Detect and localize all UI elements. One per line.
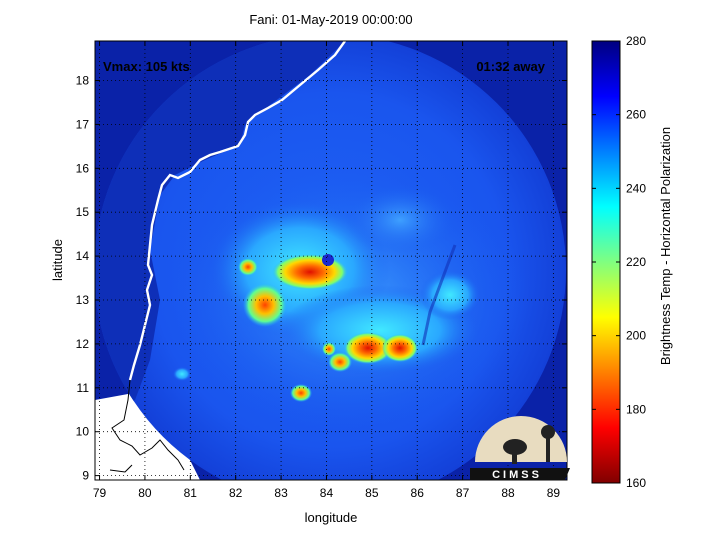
y-tick-label: 15: [76, 205, 90, 219]
logo-text: CIMSS: [492, 469, 542, 481]
x-tick-label: 87: [456, 486, 470, 500]
colorbar-tick-label: 240: [626, 181, 646, 195]
y-tick-label: 13: [76, 293, 90, 307]
colorbar-tick-label: 160: [626, 476, 646, 490]
southeast-band-feature: [344, 332, 392, 364]
x-tick-label: 83: [274, 486, 288, 500]
south-isolated-cell: [290, 384, 312, 402]
x-tick-label: 81: [184, 486, 198, 500]
grid-lines: [95, 41, 567, 480]
southeast-band-feature-2: [382, 334, 418, 362]
north-band: [345, 185, 455, 255]
x-tick-label: 88: [501, 486, 515, 500]
x-tick-label: 82: [229, 486, 243, 500]
axis-ticks: 79 80 81 82 83 84 85 86 87 88 89 9 10 11 12 13 14 15 16 17 1…: [76, 41, 567, 500]
x-tick-label: 86: [411, 486, 425, 500]
logo-dish: [503, 439, 527, 455]
time-away-label: 01:32 away: [476, 59, 545, 74]
y-tick-label: 16: [76, 161, 90, 175]
y-tick-label: 14: [76, 249, 90, 263]
west-cell-feature: [238, 258, 258, 276]
colorbar-tick-label: 220: [626, 255, 646, 269]
x-tick-label: 85: [365, 486, 379, 500]
x-axis-label: longitude: [305, 510, 358, 525]
figure-title: Fani: 01-May-2019 00:00:00: [249, 12, 412, 27]
coastline-outside: [111, 379, 185, 471]
east-cyan: [420, 270, 480, 320]
y-tick-label: 11: [77, 381, 90, 395]
y-tick-label: 17: [76, 117, 90, 131]
y-tick-label: 9: [82, 469, 89, 483]
eyewall-feature: [272, 254, 348, 290]
colorbar-tick-label: 180: [626, 402, 646, 416]
west-band-feature: [243, 283, 287, 327]
colorbar-tick-label: 260: [626, 108, 646, 122]
y-tick-label: 10: [76, 425, 90, 439]
y-tick-label: 18: [76, 74, 90, 88]
x-tick-label: 84: [320, 486, 334, 500]
logo-banner: [470, 468, 570, 480]
axes-frame: [94, 40, 568, 481]
x-tick-label: 89: [547, 486, 561, 500]
swath-seam: [421, 244, 457, 346]
small-cell-feature: [322, 342, 336, 356]
y-axis-label: latitude: [50, 239, 65, 281]
south-cell-feature: [328, 352, 352, 372]
coastline: [128, 41, 346, 381]
land-inside-swath: [95, 41, 345, 420]
logo-water-tower: [541, 425, 555, 439]
swath-features: [95, 41, 530, 430]
eye: [322, 254, 334, 266]
x-tick-label: 80: [138, 486, 152, 500]
map-plot-area: [95, 41, 567, 480]
colorbar-tick-label: 280: [626, 34, 646, 48]
vmax-label: Vmax: 105 kts: [103, 59, 190, 74]
colorbar-ticks: 160 180 200 220 240 260 280: [592, 34, 646, 490]
colorbar-label: Brightness Temp - Horizontal Polarizatio…: [658, 127, 673, 365]
x-tick-label: 79: [93, 486, 107, 500]
island-outline: [109, 464, 133, 473]
colorbar: [591, 40, 621, 484]
y-tick-label: 12: [76, 337, 90, 351]
colorbar-tick-label: 200: [626, 329, 646, 343]
far-west-cell: [173, 367, 191, 381]
cimss-logo: CIMSS: [470, 416, 570, 481]
land-region: [95, 390, 200, 480]
